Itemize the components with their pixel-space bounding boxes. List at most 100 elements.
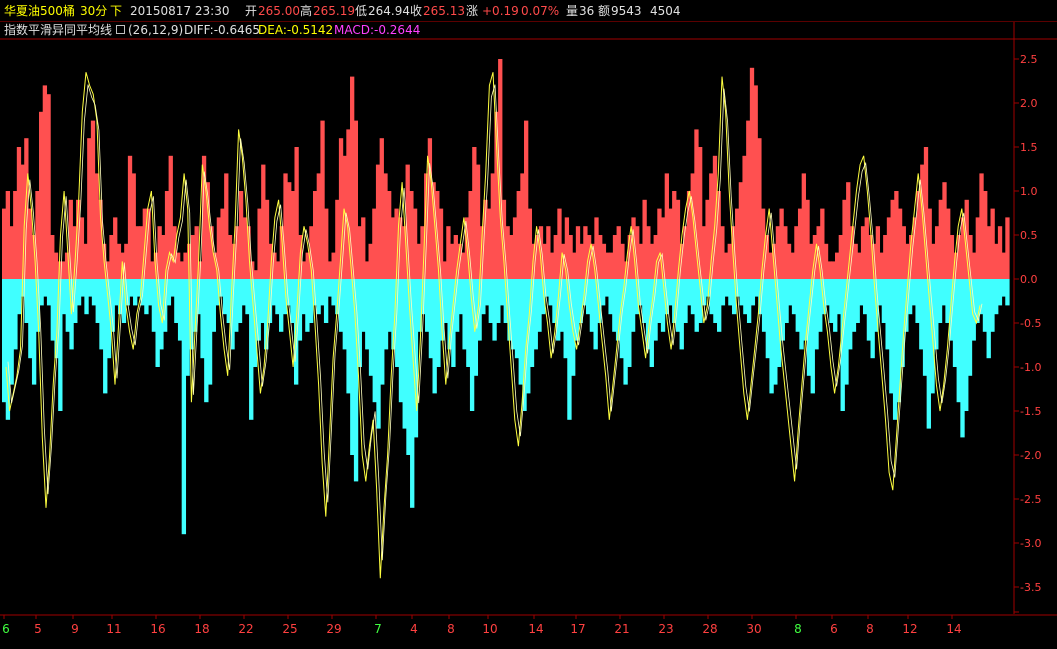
period-selector[interactable]: 30分 [80, 4, 108, 18]
macd-positive-bar [853, 243, 858, 279]
macd-negative-bar [855, 279, 860, 323]
macd-negative-bar [447, 279, 452, 350]
macd-positive-bar [479, 226, 484, 279]
macd-positive-bar [35, 191, 40, 279]
macd-negative-bar [462, 279, 467, 350]
macd-negative-bar [46, 279, 52, 306]
macd-positive-bar [668, 208, 673, 279]
macd-positive-bar [353, 120, 359, 279]
macd-negative-bar [791, 279, 797, 315]
macd-positive-bar [427, 138, 433, 279]
macd-positive-bar [24, 138, 29, 279]
volume-value: 36 [579, 4, 595, 18]
extra-value: 4504 [650, 4, 681, 18]
macd-positive-bar [135, 226, 140, 279]
macd-positive-bar [401, 226, 407, 279]
macd-negative-bar [372, 279, 377, 403]
macd-positive-bar [794, 226, 799, 279]
macd-negative-bar [43, 279, 48, 297]
macd-negative-bar [88, 279, 93, 297]
macd-positive-bar [642, 199, 647, 279]
macd-negative-bar [952, 279, 958, 367]
direction-label[interactable]: 下 [110, 4, 123, 18]
x-tick-label: 9 [71, 622, 79, 636]
macd-positive-bar [50, 235, 55, 279]
macd-negative-bar [350, 279, 355, 455]
macd-positive-bar [886, 217, 892, 279]
macd-negative-bar [110, 279, 115, 332]
macd-negative-bar [155, 279, 160, 367]
macd-positive-bar [98, 199, 103, 279]
diff-line [7, 84, 983, 561]
macd-negative-bar [484, 279, 490, 306]
macd-negative-bar [95, 279, 100, 323]
macd-negative-bar [264, 279, 269, 350]
macd-positive-bar [805, 199, 810, 279]
macd-negative-bar [915, 279, 920, 323]
macd-negative-bar [698, 279, 703, 323]
macd-negative-bar [731, 279, 737, 315]
macd-positive-bar [572, 252, 577, 279]
macd-negative-bar [615, 279, 621, 341]
macd-positive-bar [512, 217, 518, 279]
macd-positive-bar [335, 199, 340, 279]
macd-negative-bar [848, 279, 853, 350]
macd-negative-bar [492, 279, 497, 341]
macd-positive-bar [94, 173, 99, 279]
macd-positive-bar [53, 252, 59, 279]
macd-negative-bar [803, 279, 808, 341]
macd-negative-bar [896, 279, 902, 403]
macd-negative-bar [380, 279, 385, 385]
close-label: 收 [410, 4, 423, 18]
macd-negative-bar [361, 279, 366, 332]
macd-negative-bar [204, 279, 209, 403]
macd-negative-bar [16, 279, 22, 315]
macd-positive-bar [39, 111, 44, 279]
macd-positive-bar [672, 191, 677, 279]
macd-positive-bar [31, 235, 36, 279]
macd-negative-bar [567, 279, 572, 420]
macd-negative-bar [398, 279, 404, 403]
macd-positive-bar [953, 252, 958, 279]
macd-positive-bar [942, 182, 947, 279]
macd-negative-bar [836, 279, 842, 315]
amount-value: 9543 [611, 4, 642, 18]
macd-positive-bar [309, 226, 314, 279]
macd-negative-bar [241, 279, 246, 306]
macd-negative-bar [660, 279, 666, 332]
macd-negative-bar [956, 279, 961, 403]
macd-negative-bar [514, 279, 520, 359]
macd-negative-bar [964, 279, 969, 411]
macd-negative-bar [795, 279, 800, 332]
macd-negative-bar [717, 279, 722, 332]
high-label: 高 [300, 4, 313, 18]
macd-positive-bar [620, 243, 625, 279]
macd-positive-bar [275, 261, 281, 279]
macd-negative-bar [323, 279, 329, 323]
macd-negative-bar [739, 279, 744, 306]
macd-negative-bar [436, 279, 441, 367]
macd-positive-bar [509, 235, 514, 279]
macd-negative-bar [293, 279, 299, 385]
macd-positive-bar [994, 243, 999, 279]
x-tick-label: 10 [482, 622, 497, 636]
macd-negative-bar [395, 279, 400, 367]
macd-positive-bar [420, 226, 425, 279]
macd-positive-bar [838, 235, 843, 279]
macd-positive-bar [975, 217, 980, 279]
macd-negative-bar [35, 279, 41, 332]
macd-negative-bar [320, 279, 325, 306]
indicator-name[interactable]: 指数平滑异同平均线 [4, 23, 113, 37]
window-icon[interactable] [116, 25, 125, 34]
macd-positive-bar [524, 120, 529, 279]
macd-positive-bar [701, 226, 707, 279]
macd-negative-bar [503, 279, 508, 323]
macd-positive-bar [816, 226, 821, 279]
macd-positive-bar [27, 208, 33, 279]
instrument-name[interactable]: 华夏油500桶 [4, 4, 75, 18]
macd-negative-bar [368, 279, 374, 376]
macd-positive-bar [938, 199, 943, 279]
macd-positive-bar [279, 226, 284, 279]
macd-negative-bar [563, 279, 568, 359]
